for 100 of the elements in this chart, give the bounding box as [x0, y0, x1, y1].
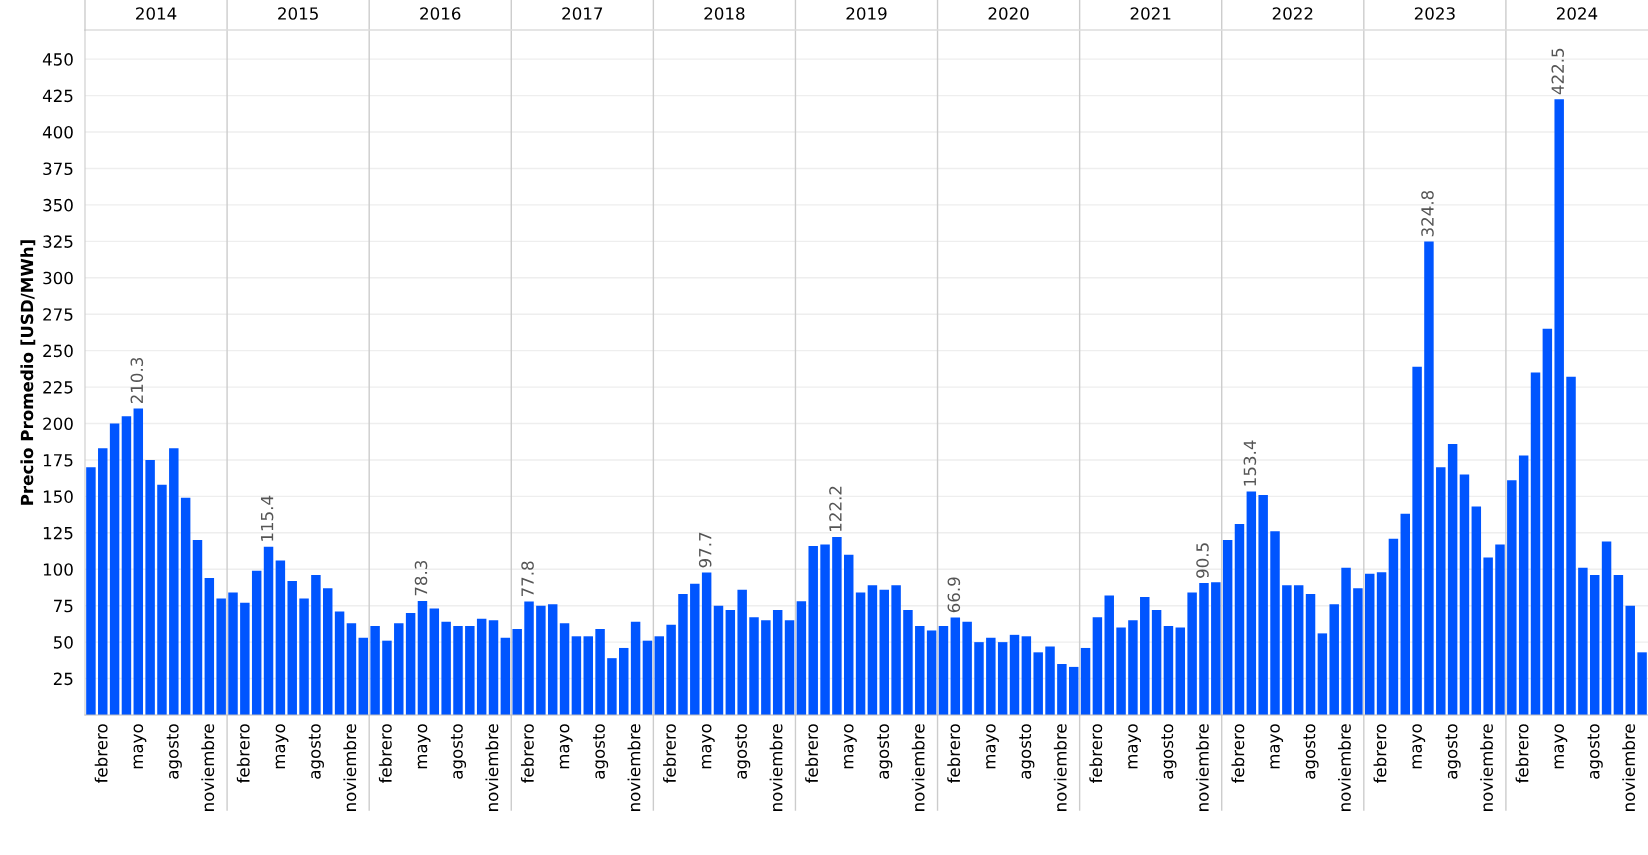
bar [666, 624, 676, 715]
x-tick-label: noviembre [1195, 724, 1209, 811]
x-tick-label: mayo [559, 724, 573, 769]
bar [796, 601, 807, 715]
bar [938, 626, 949, 715]
bar [1365, 573, 1375, 715]
x-tick-label: noviembre [1480, 724, 1493, 811]
text: 2019 [846, 7, 887, 20]
bar [772, 610, 783, 715]
bar [962, 621, 972, 715]
data-label: 153.4 [1243, 440, 1257, 486]
x-tick-label: febrero [1231, 724, 1245, 784]
text: 2020 [988, 7, 1029, 20]
bar [169, 448, 179, 715]
x-tick-label: mayo [417, 724, 431, 769]
bar [1329, 604, 1339, 715]
bar [382, 640, 392, 715]
data-label: 77.8 [521, 561, 534, 597]
bar [1495, 544, 1505, 715]
bar [1211, 582, 1221, 715]
bar [524, 601, 534, 715]
bar [441, 621, 451, 715]
y-tick-label: 100 [43, 563, 73, 576]
bar [405, 612, 416, 715]
x-tick-label: febrero [236, 724, 250, 784]
bar [1305, 594, 1316, 715]
bar [1163, 626, 1174, 715]
data-label: 210.3 [130, 357, 144, 404]
x-tick-label: febrero [1089, 724, 1103, 784]
bar [1447, 443, 1458, 715]
bar [476, 618, 487, 715]
bar [1234, 524, 1245, 715]
bar [370, 626, 380, 715]
bar [133, 408, 144, 715]
bar [1293, 585, 1304, 715]
bar [701, 572, 712, 715]
bar [500, 637, 511, 715]
bar [1554, 99, 1564, 715]
bar [891, 585, 901, 715]
bar [145, 459, 155, 715]
x-tick-label: mayo [1554, 724, 1568, 769]
bar [228, 592, 238, 715]
bar [867, 585, 878, 715]
x-tick-label: noviembre [911, 724, 925, 811]
bar [855, 592, 866, 715]
bar [950, 617, 961, 715]
bar [1471, 506, 1482, 715]
bar [1187, 592, 1197, 715]
bar [1128, 620, 1138, 715]
bar [1601, 541, 1612, 715]
x-tick-label: noviembre [343, 724, 357, 811]
text: 2021 [1130, 7, 1171, 20]
bar [1116, 627, 1126, 715]
bar [251, 570, 262, 715]
bar [204, 578, 215, 715]
text: 2024 [1556, 7, 1598, 20]
bar [737, 589, 747, 715]
bar [417, 600, 428, 715]
bar [879, 589, 889, 715]
y-tick-label: 275 [43, 308, 73, 321]
y-tick-label: 175 [43, 454, 73, 467]
bar [465, 626, 475, 715]
x-tick-label: noviembre [1337, 724, 1351, 811]
x-tick-label: agosto [1445, 724, 1461, 779]
bar [346, 623, 357, 715]
bar [1376, 572, 1387, 715]
x-tick-label: mayo [133, 724, 147, 769]
bar [559, 623, 570, 715]
bar [536, 605, 546, 715]
x-tick-label: agosto [735, 724, 751, 779]
bar [98, 448, 108, 715]
bar [1033, 652, 1043, 715]
bar [1637, 652, 1647, 715]
x-tick-label: noviembre [1622, 724, 1636, 811]
y-tick-label: 325 [43, 235, 73, 248]
text: 2018 [704, 7, 745, 20]
bar [690, 583, 700, 715]
bar [725, 610, 736, 715]
x-tick-label: agosto [592, 724, 609, 779]
x-tick-label: agosto [450, 724, 467, 779]
bar [571, 636, 582, 715]
bar [275, 560, 286, 715]
bar [192, 540, 203, 715]
x-tick-label: mayo [701, 724, 715, 769]
x-tick-label: noviembre [201, 724, 215, 811]
bar [1507, 480, 1517, 715]
bar [311, 575, 321, 715]
bar [1353, 588, 1363, 715]
bar [1092, 617, 1103, 715]
bar [334, 611, 345, 715]
bar [1459, 474, 1470, 715]
bar [630, 621, 641, 715]
data-label: 78.3 [414, 560, 428, 596]
bar [832, 536, 842, 715]
bar [761, 620, 771, 715]
data-label: 115.4 [260, 495, 274, 541]
bar [1483, 557, 1493, 715]
x-tick-label: noviembre [627, 724, 641, 811]
bar [1341, 567, 1351, 715]
y-tick-label: 250 [43, 344, 73, 358]
